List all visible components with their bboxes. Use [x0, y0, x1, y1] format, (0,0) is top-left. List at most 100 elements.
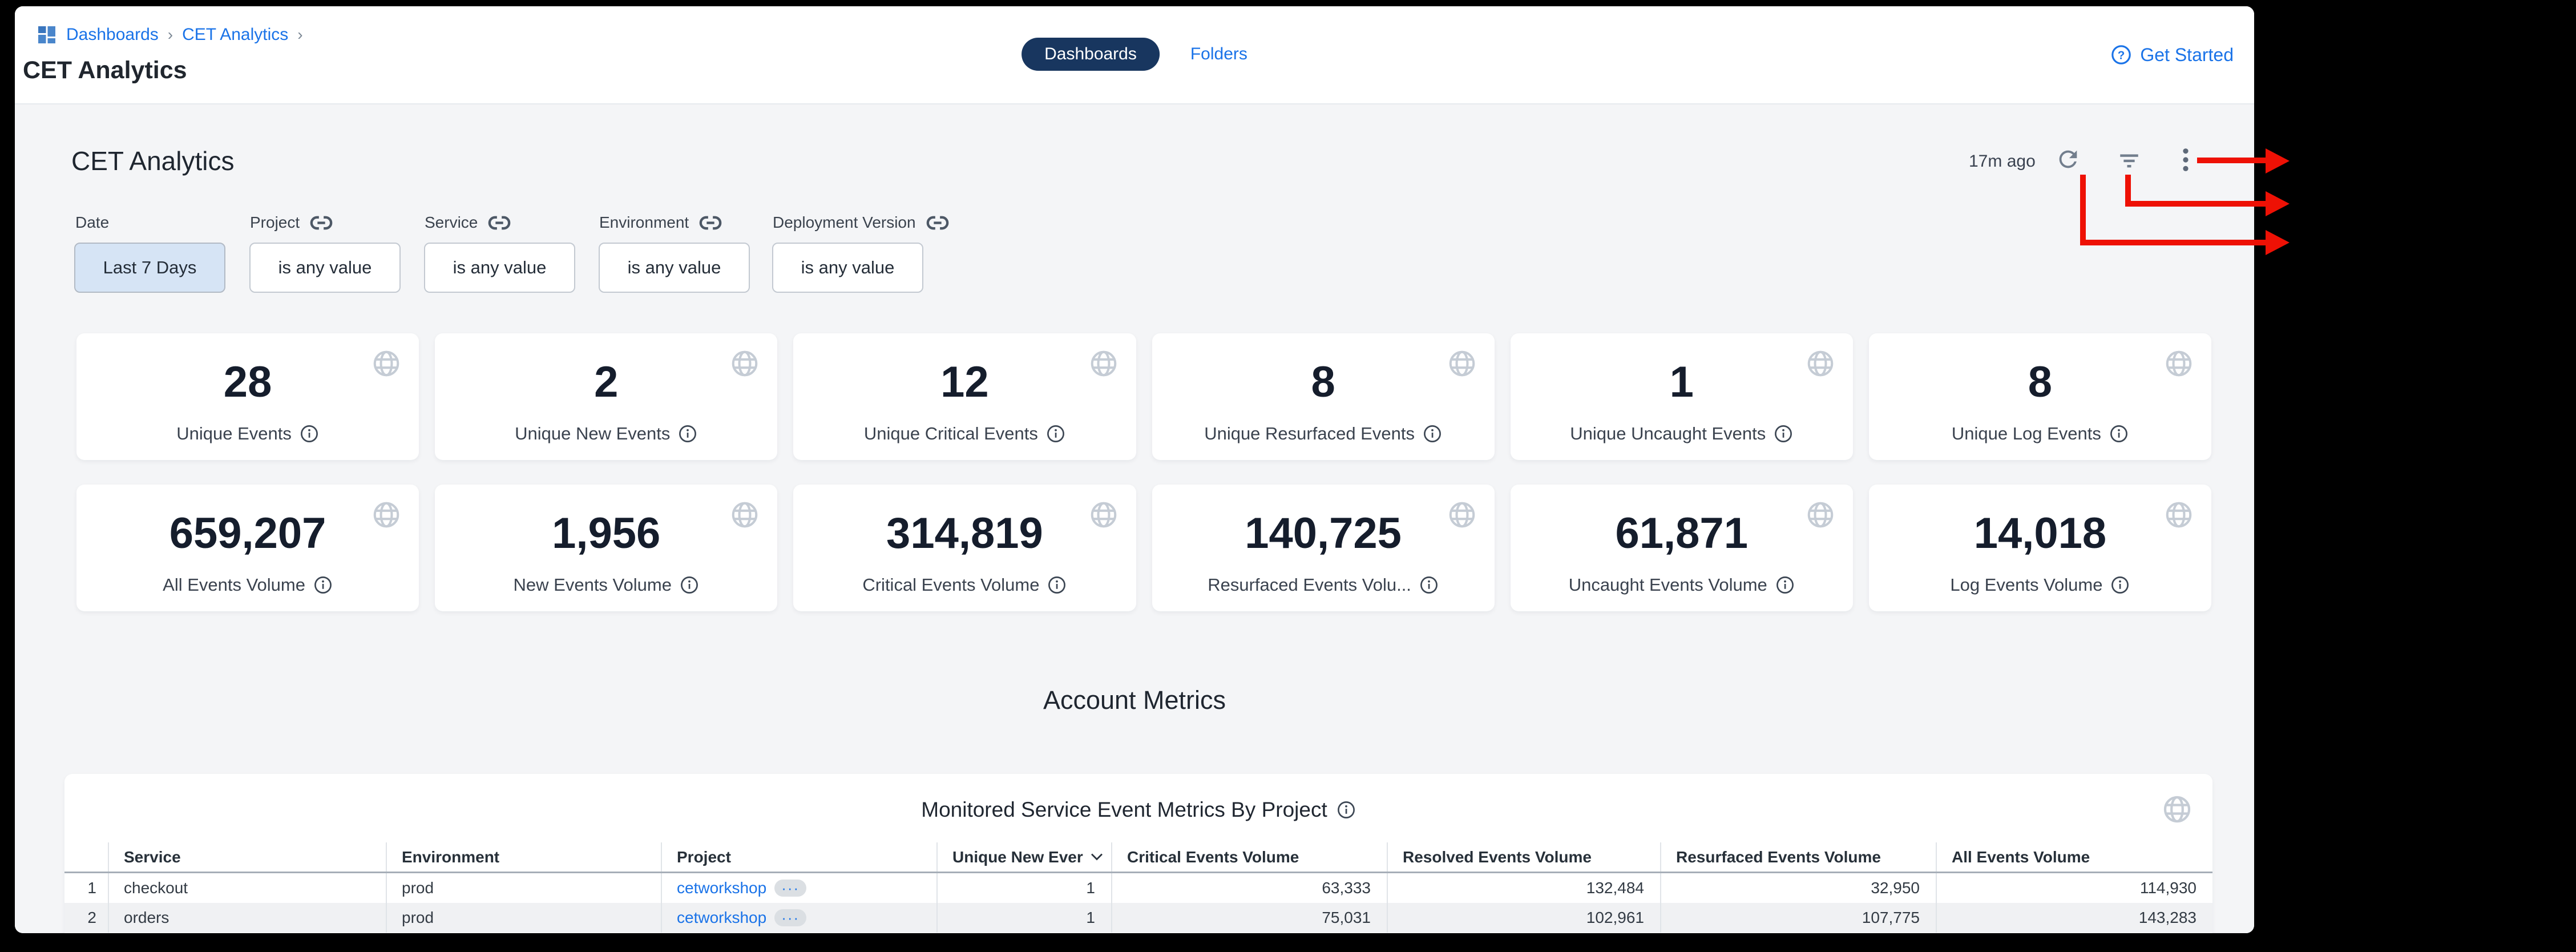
- last-refresh-time: 17m ago: [1969, 152, 2036, 171]
- cell-environment: prod: [386, 873, 661, 903]
- column-header-resurfaced-events-volume[interactable]: Resurfaced Events Volume: [1660, 842, 1936, 872]
- cell-all-events-volume: 143,283: [1936, 903, 2212, 933]
- cell-service: checkout: [108, 873, 386, 903]
- column-header-text: Unique New Ever: [952, 848, 1083, 866]
- tab-folders[interactable]: Folders: [1190, 45, 1247, 63]
- metric-card-unique-log-events: 8 Unique Log Events: [1868, 333, 2211, 460]
- info-icon[interactable]: [1337, 800, 1356, 820]
- section-title-account-metrics: Account Metrics: [1043, 685, 1226, 715]
- metric-card-unique-uncaught-events: 1 Unique Uncaught Events: [1510, 333, 1853, 460]
- cell-unique-new-events: 1: [936, 873, 1111, 903]
- project-link[interactable]: cetworkshop: [677, 879, 767, 897]
- info-icon[interactable]: [1775, 575, 1795, 595]
- cell-resolved-events-volume: 132,484: [1387, 873, 1660, 903]
- table-panel: Monitored Service Event Metrics By Proje…: [64, 774, 2212, 933]
- metric-value: 61,871: [1615, 509, 1748, 558]
- cell-service: orders: [108, 903, 386, 933]
- filter-label-environment: Environment: [599, 213, 722, 232]
- metric-label: New Events Volume: [513, 575, 672, 595]
- table-header-row: Service Environment Project Unique New E…: [64, 842, 2212, 873]
- cell-critical-events-volume: 63,333: [1111, 873, 1387, 903]
- metric-label: Unique Resurfaced Events: [1204, 423, 1415, 443]
- filter-label-service: Service: [425, 213, 511, 232]
- filter-value-environment[interactable]: is any value: [599, 243, 750, 293]
- metric-label: Unique Critical Events: [863, 423, 1038, 443]
- cell-environment: prod: [386, 903, 661, 933]
- more-actions-pill[interactable]: ···: [774, 880, 807, 897]
- row-number: 1: [87, 879, 96, 897]
- cell-resurfaced-events-volume: 107,775: [1660, 903, 1936, 933]
- tab-dashboards[interactable]: Dashboards: [1021, 38, 1160, 71]
- column-header-rownum: [64, 842, 108, 872]
- dashboard-title: CET Analytics: [71, 146, 235, 176]
- project-link[interactable]: cetworkshop: [677, 909, 767, 926]
- view-tabs: Dashboards Folders: [1021, 38, 1247, 71]
- metric-value: 659,207: [169, 509, 326, 558]
- metric-card-critical-events-volume: 314,819 Critical Events Volume: [793, 485, 1136, 611]
- help-question-icon: [2110, 44, 2132, 66]
- link-icon: [488, 215, 511, 231]
- metric-card-unique-new-events: 2 Unique New Events: [435, 333, 778, 460]
- filter-value-deployment-version[interactable]: is any value: [772, 243, 923, 293]
- info-icon[interactable]: [680, 575, 699, 595]
- table-row: 2 orders prod cetworkshop ··· 1 75,031 1…: [64, 903, 2212, 933]
- cell-project: cetworkshop ···: [661, 873, 936, 903]
- filter-value-date[interactable]: Last 7 Days: [74, 243, 225, 293]
- annotation-arrow-filter-head: [2266, 191, 2290, 216]
- metric-cards-row-1: 28 Unique Events 2 Unique New Events 12 …: [76, 333, 2211, 460]
- table-title-text: Monitored Service Event Metrics By Proje…: [921, 798, 1327, 821]
- filter-label-date: Date: [75, 213, 109, 232]
- annotation-arrow-filter-line: [2125, 201, 2267, 207]
- metric-value: 314,819: [886, 509, 1043, 558]
- filter-bars-icon: [2117, 149, 2141, 173]
- info-icon[interactable]: [1419, 575, 1439, 595]
- info-icon[interactable]: [2110, 575, 2130, 595]
- column-header-project[interactable]: Project: [661, 842, 936, 872]
- filter-label-text: Deployment Version: [773, 213, 916, 231]
- table-row: 1 checkout prod cetworkshop ··· 1 63,333…: [64, 873, 2212, 903]
- metric-value: 14,018: [1973, 509, 2107, 558]
- info-icon[interactable]: [313, 575, 333, 595]
- cell-project: cetworkshop ···: [661, 903, 936, 933]
- link-icon: [926, 215, 949, 231]
- info-icon[interactable]: [1047, 575, 1067, 595]
- column-header-critical-events-volume[interactable]: Critical Events Volume: [1111, 842, 1387, 872]
- info-icon[interactable]: [1423, 424, 1442, 443]
- filter-label-text: Service: [425, 213, 478, 231]
- info-icon[interactable]: [2109, 424, 2129, 443]
- metric-value: 140,725: [1245, 509, 1402, 558]
- filter-value-project[interactable]: is any value: [249, 243, 401, 293]
- column-header-resolved-events-volume[interactable]: Resolved Events Volume: [1387, 842, 1660, 872]
- annotation-arrow-filter-vertical: [2125, 175, 2131, 207]
- metric-label: Unique Log Events: [1951, 423, 2101, 443]
- filter-label-project: Project: [250, 213, 333, 232]
- refresh-button[interactable]: [2055, 146, 2081, 172]
- row-number: 2: [87, 909, 96, 926]
- filter-label-text: Project: [250, 213, 300, 231]
- column-header-environment[interactable]: Environment: [386, 842, 661, 872]
- column-header-service[interactable]: Service: [108, 842, 386, 872]
- metric-card-log-events-volume: 14,018 Log Events Volume: [1868, 485, 2211, 611]
- info-icon[interactable]: [1774, 424, 1793, 443]
- info-icon[interactable]: [300, 424, 319, 443]
- app-window: Dashboards › CET Analytics › CET Analyti…: [15, 6, 2254, 933]
- get-started-link[interactable]: Get Started: [2110, 44, 2234, 66]
- cell-resurfaced-events-volume: 32,950: [1660, 873, 1936, 903]
- breadcrumb-dashboards[interactable]: Dashboards: [66, 25, 159, 44]
- metric-card-new-events-volume: 1,956 New Events Volume: [435, 485, 778, 611]
- breadcrumb-cet-analytics[interactable]: CET Analytics: [182, 25, 289, 44]
- metric-card-uncaught-events-volume: 61,871 Uncaught Events Volume: [1510, 485, 1853, 611]
- info-icon[interactable]: [678, 424, 697, 443]
- filter-value-service[interactable]: is any value: [424, 243, 575, 293]
- info-icon[interactable]: [1046, 424, 1065, 443]
- dashboard-filters-button[interactable]: [2117, 149, 2141, 173]
- metric-card-unique-resurfaced-events: 8 Unique Resurfaced Events: [1152, 333, 1495, 460]
- column-header-unique-new-events[interactable]: Unique New Ever: [936, 842, 1111, 872]
- metric-value: 12: [940, 358, 989, 406]
- filter-label-deployment-version: Deployment Version: [773, 213, 949, 232]
- dashboard-actions-menu-button[interactable]: [2179, 147, 2193, 173]
- more-actions-pill[interactable]: ···: [774, 909, 807, 926]
- filter-label-text: Environment: [599, 213, 689, 231]
- metric-value: 1: [1669, 358, 1694, 406]
- column-header-all-events-volume[interactable]: All Events Volume: [1936, 842, 2212, 872]
